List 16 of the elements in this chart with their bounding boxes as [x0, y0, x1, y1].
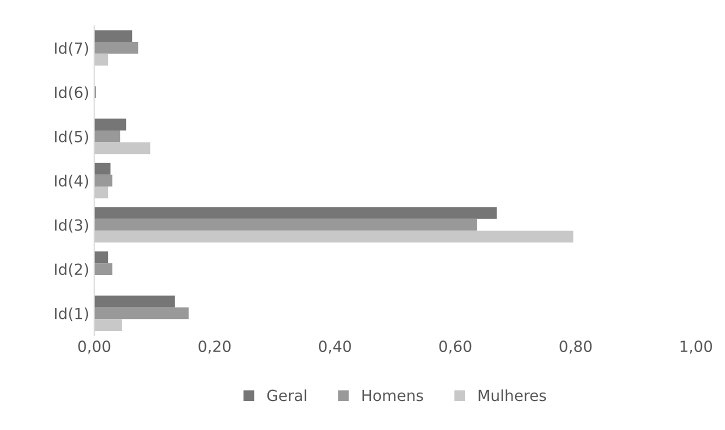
legend-label: Homens	[362, 390, 424, 402]
legend-label: Geral	[267, 389, 306, 402]
x-tick-label: 0,00	[78, 340, 110, 354]
legend-label: Mulheres	[478, 389, 546, 402]
y-tick-label: Id(2)	[55, 263, 88, 277]
x-tick-label: 1,00	[680, 340, 712, 354]
y-tick-label: Id(4)	[55, 174, 88, 188]
x-tick-label: 0,20	[198, 340, 231, 354]
y-tick-label: Id(5)	[55, 130, 88, 144]
y-tick-label: Id(1)	[55, 307, 88, 322]
y-tick-label: Id(6)	[55, 86, 88, 100]
x-tick-label: 0,60	[439, 340, 472, 354]
x-tick-label: 0,40	[318, 340, 351, 354]
y-tick-label: Id(7)	[55, 42, 88, 56]
y-tick-label: Id(3)	[55, 219, 88, 233]
x-tick-label: 0,80	[560, 340, 592, 354]
